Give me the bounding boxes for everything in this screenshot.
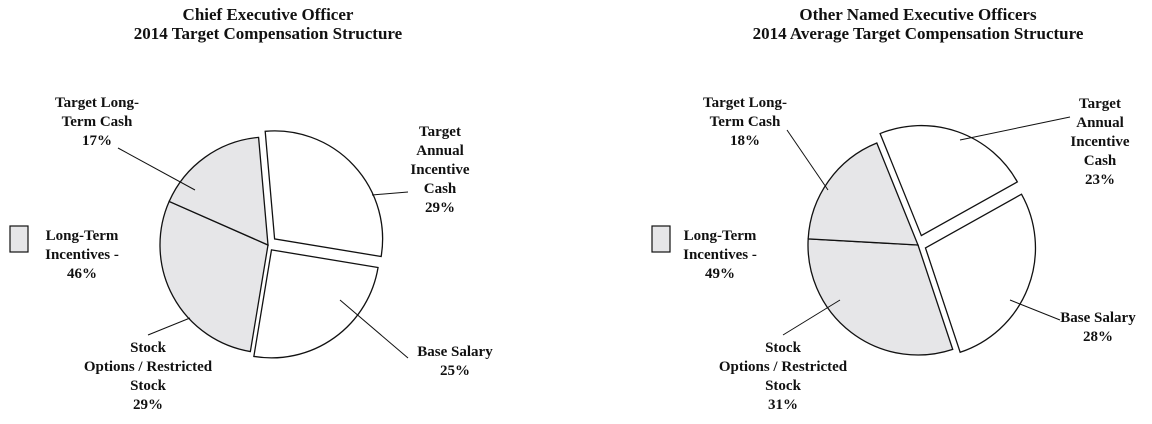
chart-title-line: Chief Executive Officer <box>183 5 354 24</box>
legend-swatch <box>9 225 29 253</box>
slice-label: Target Annual Incentive Cash 29% <box>410 124 470 216</box>
legend-swatch <box>651 225 671 253</box>
leader-line <box>147 317 191 336</box>
chart-title-line: 2014 Average Target Compensation Structu… <box>753 24 1084 43</box>
slice-label-line: Annual <box>416 143 464 159</box>
pie-slice <box>924 193 1037 354</box>
leader-line <box>1009 299 1061 321</box>
leader-line <box>117 147 196 191</box>
slice-label-line: 31% <box>768 397 798 413</box>
slice-label-line: Term Cash <box>710 114 781 130</box>
leader-line <box>371 191 409 196</box>
slice-label-line: Incentive <box>410 162 470 178</box>
pie-slice <box>879 124 1019 237</box>
slice-label: Base Salary 25% <box>417 344 493 379</box>
legend-label-line: Incentives - <box>45 247 119 263</box>
pie-slice <box>807 142 919 246</box>
slice-label-line: Options / Restricted <box>719 359 848 375</box>
slice-label-line: Stock <box>765 340 801 356</box>
slice-label: Base Salary 28% <box>1060 310 1136 345</box>
pie-slice <box>159 200 269 353</box>
legend-label-line: Long-Term <box>684 228 757 244</box>
pie-slice <box>253 249 379 359</box>
legend-label-line: Incentives - <box>683 247 757 263</box>
slice-label-line: 23% <box>1085 172 1115 188</box>
slice-label-line: Stock <box>130 340 166 356</box>
pie-slice <box>264 130 384 258</box>
slice-label-line: Options / Restricted <box>84 359 213 375</box>
slice-label-line: Stock <box>130 378 166 394</box>
slice-label-line: Term Cash <box>62 114 133 130</box>
legend-label: Long-Term Incentives - 46% <box>45 228 119 282</box>
slice-label-line: Target Long- <box>703 95 787 111</box>
pie-slice <box>168 136 269 247</box>
slice-label: Target Long- Term Cash 18% <box>703 95 787 149</box>
leader-line <box>786 129 829 191</box>
slice-label-line: 29% <box>425 200 455 216</box>
slice-label-line: Stock <box>765 378 801 394</box>
slice-label: Target Annual Incentive Cash 23% <box>1070 96 1130 188</box>
slice-label: Stock Options / Restricted Stock 29% <box>84 340 213 413</box>
slice-label-line: Target <box>419 124 461 140</box>
chart-title: Chief Executive Officer 2014 Target Compe… <box>134 5 403 43</box>
pie-slice <box>807 238 954 356</box>
slice-label-line: Annual <box>1076 115 1124 131</box>
chart-title: Other Named Executive Officers 2014 Avera… <box>753 5 1084 43</box>
legend-label-line: 46% <box>67 266 97 282</box>
slice-label-line: Base Salary <box>1060 310 1136 326</box>
leader-line <box>782 299 841 336</box>
slice-label-line: Target <box>1079 96 1121 112</box>
slice-label-line: 29% <box>133 397 163 413</box>
slice-label-line: Cash <box>1084 153 1117 169</box>
leader-line <box>959 116 1071 141</box>
slice-label-line: 18% <box>730 133 760 149</box>
slice-label-line: 25% <box>440 363 470 379</box>
slice-label-line: Target Long- <box>55 95 139 111</box>
slice-label: Target Long- Term Cash 17% <box>55 95 139 149</box>
slice-label-line: Base Salary <box>417 344 493 360</box>
chart-title-line: Other Named Executive Officers <box>799 5 1037 24</box>
legend-label: Long-Term Incentives - 49% <box>683 228 757 282</box>
legend-label-line: Long-Term <box>46 228 119 244</box>
slice-label-line: Cash <box>424 181 457 197</box>
slice-label-line: 28% <box>1083 329 1113 345</box>
leader-line <box>339 299 409 359</box>
chart-title-line: 2014 Target Compensation Structure <box>134 24 403 43</box>
slice-label-line: Incentive <box>1070 134 1130 150</box>
slice-label: Stock Options / Restricted Stock 31% <box>719 340 848 413</box>
legend-label-line: 49% <box>705 266 735 282</box>
slice-label-line: 17% <box>82 133 112 149</box>
